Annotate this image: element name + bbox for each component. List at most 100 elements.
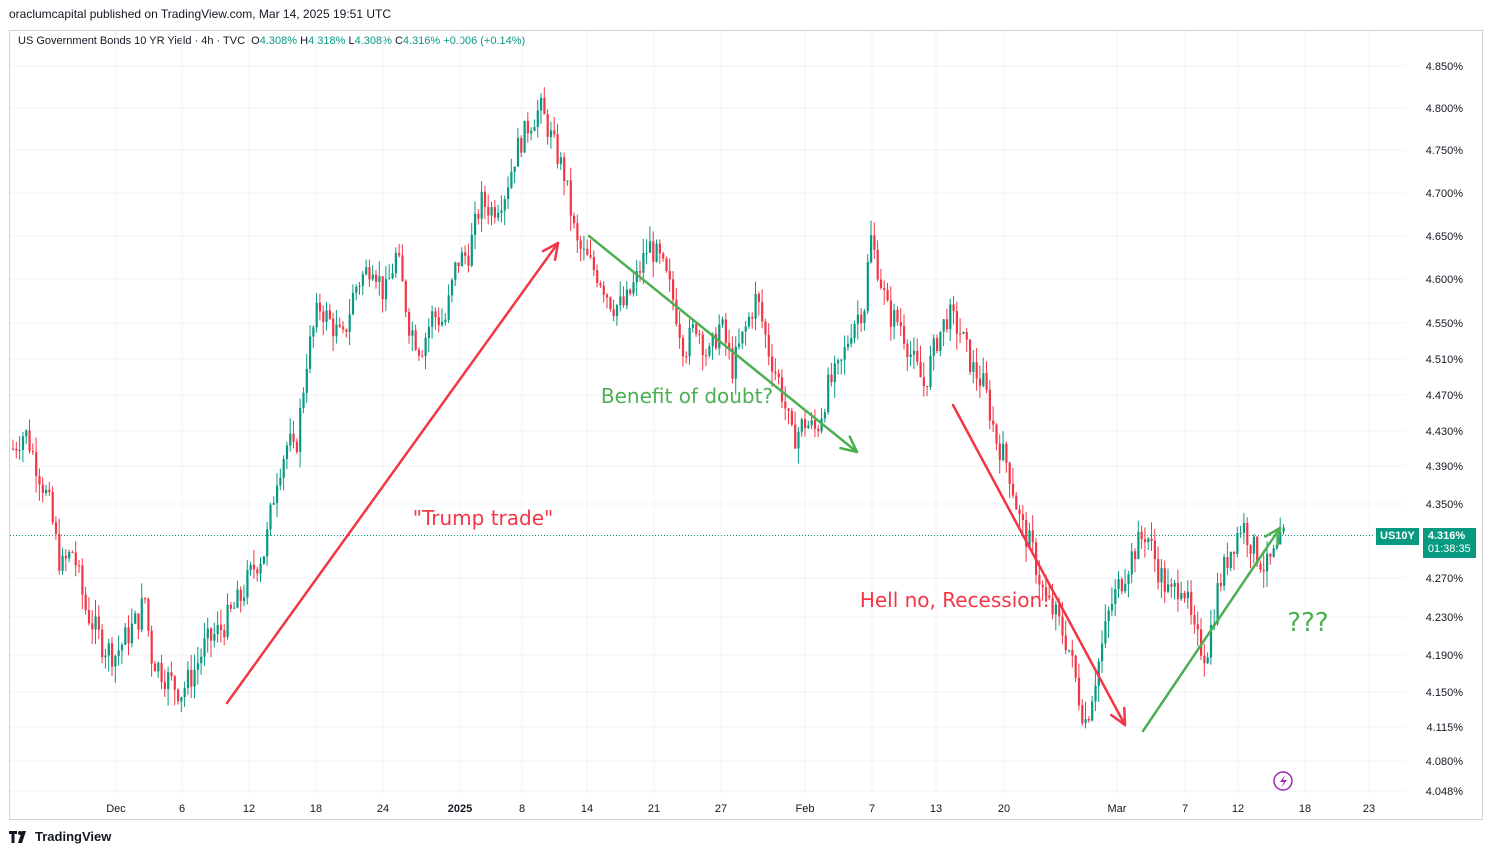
candle-body	[355, 286, 358, 293]
candle-body	[388, 278, 391, 280]
candle-body	[48, 489, 51, 492]
candle-body	[342, 326, 345, 330]
candle-body	[761, 302, 764, 322]
x-axis-tick-label: 8	[519, 803, 525, 815]
candle-body	[104, 655, 107, 658]
candle-body	[1226, 557, 1229, 569]
candle-body	[1219, 583, 1222, 586]
price-badge-price: 4.316%	[1427, 530, 1466, 542]
candle-body	[147, 598, 150, 631]
candle-body	[705, 355, 708, 357]
candle-body	[1077, 677, 1081, 706]
lightning-bolt-icon	[1280, 775, 1287, 788]
candle-body	[648, 241, 652, 253]
candle-body	[210, 628, 213, 641]
candle-body	[952, 304, 955, 312]
candle-body	[111, 643, 114, 667]
candle-body	[850, 338, 853, 344]
candle-body	[685, 356, 688, 358]
candle-body	[939, 331, 942, 351]
candle-body	[975, 362, 978, 379]
candle-body	[718, 324, 721, 349]
candle-body	[800, 419, 803, 432]
candle-body	[285, 445, 289, 459]
candle-body	[229, 604, 232, 609]
candle-body	[177, 689, 180, 702]
x-axis-tick-label: 6	[179, 803, 185, 815]
x-axis-tick-label: Feb	[796, 803, 815, 815]
candle-body	[1279, 531, 1282, 545]
y-axis-tick-label: 4.850%	[1426, 61, 1464, 73]
candle-body	[589, 255, 592, 258]
candle-body	[860, 314, 863, 324]
candle-body	[1058, 604, 1061, 617]
candle-body	[757, 293, 760, 303]
candle-body	[1120, 579, 1123, 592]
candle-body	[15, 448, 18, 451]
candle-body	[985, 373, 988, 390]
candle-body	[276, 485, 279, 503]
candle-body	[645, 252, 648, 254]
candle-body	[754, 293, 757, 319]
candle-body	[658, 243, 661, 254]
x-axis-tick-label: 12	[1232, 803, 1244, 815]
tradingview-footer[interactable]: TradingView	[9, 829, 111, 844]
price-badge-symbol: US10Y	[1376, 528, 1419, 545]
candle-body	[282, 458, 285, 478]
candle-body	[384, 279, 388, 300]
candle-body	[375, 274, 378, 282]
annotation-label: "Trump trade"	[413, 506, 553, 530]
candle-body	[1071, 649, 1074, 656]
candle-body	[1256, 536, 1259, 564]
y-axis-tick-label: 4.430%	[1426, 426, 1464, 438]
x-axis-tick-label: 2025	[448, 803, 472, 815]
lightning-event-icon[interactable]	[1273, 771, 1293, 791]
y-axis-tick-label: 4.270%	[1426, 573, 1464, 585]
candle-body	[130, 623, 133, 644]
candle-body	[672, 279, 675, 300]
candle-body	[454, 262, 457, 280]
candle-body	[1097, 661, 1100, 686]
legend-symbol[interactable]: US Government Bonds 10 YR Yield · 4h · T…	[18, 35, 246, 47]
candle-body	[414, 330, 417, 350]
candle-body	[1025, 519, 1028, 548]
candle-body	[625, 289, 628, 306]
y-axis-tick-label: 4.550%	[1426, 318, 1464, 330]
candle-body	[1094, 685, 1097, 702]
candle-body	[193, 669, 196, 687]
candle-body	[1124, 583, 1127, 592]
candle-body	[609, 297, 612, 310]
candle-body	[995, 424, 998, 444]
candle-body	[312, 327, 315, 337]
candle-body	[45, 489, 48, 493]
recovery-arrow-head	[1264, 526, 1282, 547]
candle-body	[1176, 583, 1180, 599]
candle-body	[503, 199, 506, 211]
candle-body	[325, 310, 328, 322]
candle-body	[216, 624, 219, 634]
x-axis-tick-label: 12	[243, 803, 255, 815]
candle-body	[886, 289, 889, 301]
candle-body	[510, 171, 513, 188]
candle-body	[823, 412, 826, 419]
candle-body	[681, 337, 685, 357]
candle-body	[903, 326, 906, 344]
candle-body	[751, 316, 754, 319]
legend-high-label: H	[300, 35, 309, 47]
candle-body	[302, 392, 305, 409]
candle-body	[1084, 719, 1087, 724]
candle-body	[988, 389, 991, 421]
candle-body	[1170, 584, 1173, 587]
candle-body	[431, 311, 434, 327]
candle-body	[1104, 621, 1107, 644]
candle-body	[926, 386, 929, 388]
candle-body	[328, 310, 331, 319]
candle-body	[741, 331, 744, 344]
y-axis-tick-label: 4.650%	[1426, 231, 1464, 243]
candle-body	[764, 321, 767, 335]
candle-body	[1110, 603, 1114, 611]
legend-low-label: L	[348, 35, 355, 47]
candle-body	[833, 363, 836, 383]
candle-body	[576, 223, 579, 241]
